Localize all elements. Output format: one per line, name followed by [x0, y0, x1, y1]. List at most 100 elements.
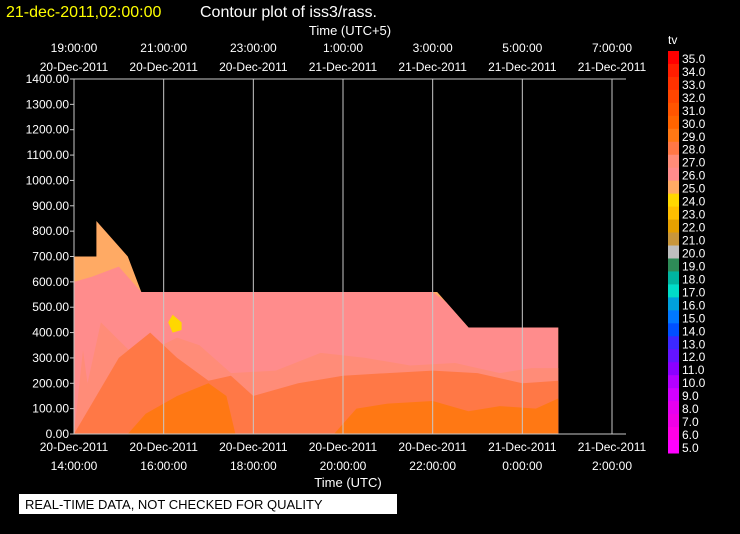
colorbar-value: 14.0 [682, 324, 706, 338]
colorbar-swatch [668, 89, 679, 104]
colorbar-value: 23.0 [682, 208, 706, 222]
colorbar-swatch [668, 310, 679, 324]
y-tick-label: 700.00 [32, 250, 69, 264]
contour-region-tv-29-6 [334, 398, 559, 434]
colorbar-value: 21.0 [682, 234, 706, 248]
y-tick-label: 100.00 [32, 402, 69, 416]
colorbar-swatch [668, 141, 679, 156]
bottom-tick-time: 2:00:00 [592, 459, 632, 473]
quality-notice-box [19, 494, 397, 514]
top-tick-time: 1:00:00 [323, 41, 363, 55]
colorbar-value: 24.0 [682, 195, 706, 209]
y-tick-label: 500.00 [32, 300, 69, 314]
top-tick-date: 20-Dec-2011 [40, 60, 109, 74]
colorbar-value: 11.0 [682, 363, 705, 377]
contour-region-tv-24-2 [168, 314, 182, 333]
bottom-tick-time: 22:00:00 [409, 459, 456, 473]
top-tick-time: 7:00:00 [592, 41, 632, 55]
colorbar-value: 34.0 [682, 65, 706, 79]
bottom-tick-time: 0:00:00 [502, 459, 542, 473]
top-tick-date: 21-Dec-2011 [398, 60, 467, 74]
bottom-tick-date: 20-Dec-2011 [129, 440, 198, 454]
y-tick-label: 400.00 [32, 326, 69, 340]
colorbar-swatch [668, 323, 679, 337]
colorbar-swatch [668, 102, 679, 117]
y-tick-label: 1200.00 [26, 123, 70, 137]
bottom-tick-time: 16:00:00 [140, 459, 187, 473]
colorbar-value: 8.0 [682, 402, 699, 416]
colorbar-value: 17.0 [682, 285, 706, 299]
colorbar-value: 19.0 [682, 259, 706, 273]
colorbar-swatch [668, 388, 679, 402]
header-datetime: 21-dec-2011,02:00:00 [6, 4, 161, 21]
colorbar-swatch [668, 180, 679, 195]
top-tick-date: 20-Dec-2011 [129, 60, 198, 74]
colorbar-swatch [668, 258, 679, 272]
colorbar-swatch [668, 271, 679, 285]
top-axis-label: Time (UTC+5) [309, 23, 391, 38]
contour-region-tv-29-5 [127, 383, 236, 434]
colorbar-value: 5.0 [682, 441, 699, 455]
colorbar-value: 16.0 [682, 298, 706, 312]
y-tick-label: 1400.00 [26, 72, 70, 86]
colorbar-value: 31.0 [682, 104, 706, 118]
colorbar-swatch [668, 375, 679, 389]
bottom-tick-time: 14:00:00 [51, 459, 98, 473]
y-tick-label: 300.00 [32, 351, 69, 365]
y-tick-label: 1300.00 [26, 97, 70, 111]
colorbar-swatch [668, 63, 679, 78]
colorbar-swatch [668, 362, 679, 376]
colorbar-value: 35.0 [682, 52, 706, 66]
colorbar-value: 27.0 [682, 156, 706, 170]
colorbar-value: 33.0 [682, 78, 706, 92]
colorbar-swatch [668, 206, 679, 221]
top-tick-date: 21-Dec-2011 [578, 60, 647, 74]
y-tick-label: 600.00 [32, 275, 69, 289]
colorbar-swatch [668, 115, 679, 130]
bottom-tick-date: 20-Dec-2011 [398, 440, 467, 454]
y-tick-label: 1100.00 [27, 148, 70, 162]
colorbar-value: 22.0 [682, 221, 706, 235]
colorbar-swatch [668, 297, 679, 311]
colorbar-value: 20.0 [682, 246, 706, 260]
quality-notice: REAL-TIME DATA, NOT CHECKED FOR QUALITY [25, 497, 323, 512]
colorbar-swatch [668, 219, 679, 234]
colorbar-swatch [668, 427, 679, 441]
bottom-tick-time: 20:00:00 [320, 459, 367, 473]
y-tick-label: 900.00 [32, 199, 69, 213]
colorbar-label: tv [668, 33, 677, 47]
colorbar-swatch [668, 401, 679, 415]
colorbar-value: 10.0 [682, 376, 706, 390]
colorbar-value: 32.0 [682, 91, 706, 105]
colorbar-swatch [668, 414, 679, 428]
colorbar-value: 26.0 [682, 169, 706, 183]
colorbar-swatch [668, 336, 679, 350]
top-tick-time: 3:00:00 [413, 41, 453, 55]
bottom-axis-label: Time (UTC) [314, 475, 381, 490]
colorbar-swatch [668, 349, 679, 363]
top-axis-ticks: 19:00:00 20-Dec-2011 21:00:00 20-Dec-2011 23… [40, 41, 647, 74]
top-tick-date: 21-Dec-2011 [488, 60, 557, 74]
bottom-tick-date: 20-Dec-2011 [219, 440, 288, 454]
colorbar-value: 15.0 [682, 311, 706, 325]
colorbar: tv 35.034.033.032.031.030.029.028.027.02… [668, 33, 706, 455]
bottom-tick-time: 18:00:00 [230, 459, 277, 473]
colorbar-value: 25.0 [682, 182, 706, 196]
y-tick-label: 1000.00 [26, 173, 70, 187]
colorbar-swatch [668, 76, 679, 91]
colorbar-value: 29.0 [682, 130, 706, 144]
colorbar-value: 9.0 [682, 389, 699, 403]
top-tick-time: 5:00:00 [502, 41, 542, 55]
top-tick-time: 23:00:00 [230, 41, 277, 55]
y-tick-label: 800.00 [32, 224, 69, 238]
colorbar-value: 12.0 [682, 350, 706, 364]
colorbar-swatch [668, 440, 679, 454]
colorbar-swatch [668, 128, 679, 143]
top-tick-time: 21:00:00 [140, 41, 187, 55]
colorbar-swatch [668, 51, 679, 65]
bottom-axis-ticks: 20-Dec-2011 14:00:00 20-Dec-2011 16:00:00 20… [40, 440, 647, 473]
y-axis: 0.00 100.00 200.00 300.00 400.00 500.00 600.00… [26, 72, 74, 441]
chart-title: Contour plot of iss3/rass. [200, 4, 377, 21]
bottom-tick-date: 21-Dec-2011 [488, 440, 557, 454]
